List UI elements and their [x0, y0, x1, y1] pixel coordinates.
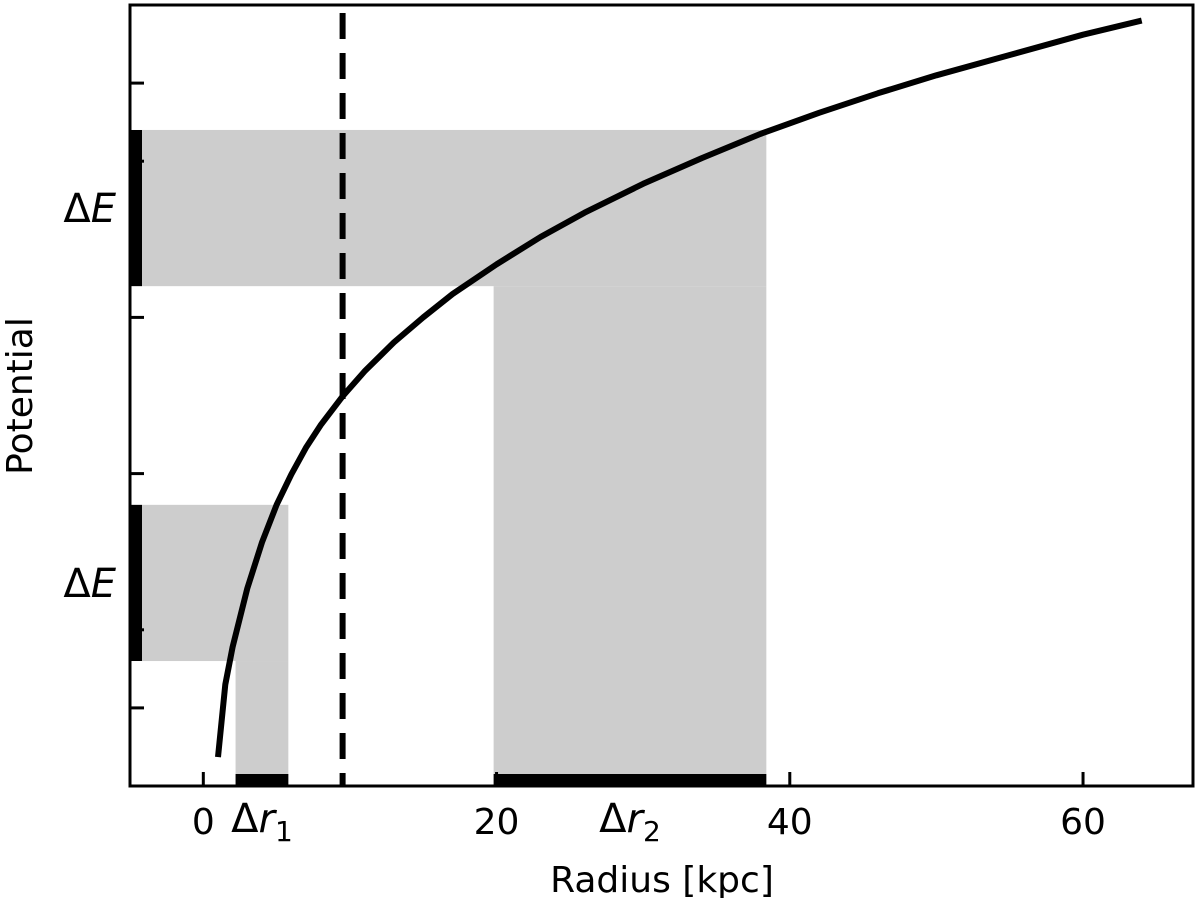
x-tick-labels: 0 20 40 60	[192, 802, 1106, 843]
x-tick-label-60: 60	[1060, 802, 1106, 843]
delta-r-var-1: r	[259, 796, 278, 842]
x-tick-label-40: 40	[767, 802, 813, 843]
delta-r-subscript-2: 2	[643, 815, 661, 848]
delta-r-label-2: Δr2	[599, 796, 661, 848]
shaded-bands	[130, 129, 767, 786]
radius-band-1	[235, 661, 289, 786]
range-bars	[130, 129, 767, 786]
delta-e-var-2: E	[91, 186, 117, 232]
delta-e-var-1: E	[91, 561, 117, 607]
potential-curve	[215, 17, 1143, 758]
y-axis-label: Potential	[0, 317, 41, 475]
plot-frame	[128, 3, 1195, 788]
radius-band-2	[493, 286, 767, 786]
axis-ticks	[130, 81, 1085, 786]
delta-e-label-1: ΔE	[63, 561, 116, 607]
delta-e-symbol-1: Δ	[63, 561, 91, 607]
energy-band-2	[130, 129, 767, 287]
x-axis-label: Radius [kpc]	[550, 860, 774, 898]
delta-r-label-1: Δr1	[231, 796, 293, 848]
delta-r-subscript-1: 1	[275, 815, 293, 848]
x-tick-label-20: 20	[474, 802, 520, 843]
delta-r-symbol-1: Δ	[231, 796, 259, 842]
x-tick-label-0: 0	[192, 802, 215, 843]
potential-curve-layer	[215, 17, 1143, 758]
delta-r-symbol-2: Δ	[599, 796, 627, 842]
delta-e-symbol-2: Δ	[63, 186, 91, 232]
delta-e-label-2: ΔE	[63, 186, 116, 232]
energy-band-1	[130, 504, 289, 662]
delta-r-var-2: r	[627, 796, 646, 842]
